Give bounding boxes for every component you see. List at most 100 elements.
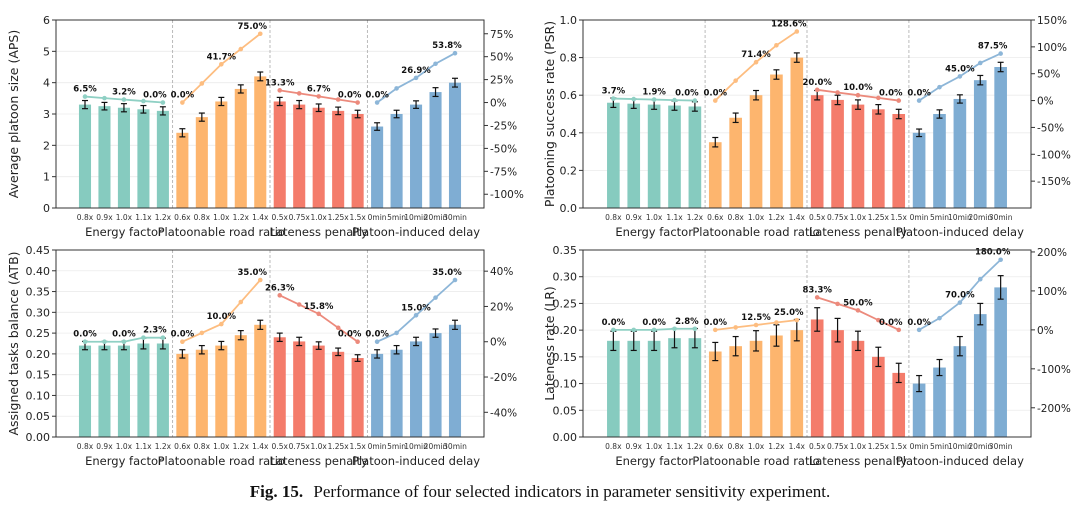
x-tick-label: 1.2x (687, 442, 704, 451)
pct-point (355, 100, 360, 105)
y-tick-label: 0.45 (26, 244, 51, 257)
x-tick-label: 1.5x (891, 442, 908, 451)
bar (195, 117, 208, 208)
bar (647, 104, 661, 208)
pct-point (121, 97, 127, 102)
pct-label: 15.8% (304, 302, 334, 312)
bar (448, 324, 462, 437)
x-tick-label: 1.0x (213, 213, 230, 222)
chart-lr: 0.00 0.05 0.10 0.15 0.20 0.25 0.30 0.35 -200% -10… (542, 244, 1071, 468)
x-tick-label: 1.25x (868, 213, 890, 222)
pct-label: 35.0% (238, 268, 268, 278)
pct-point (277, 293, 283, 298)
pct-label: 128.6% (771, 19, 807, 29)
x-tick-label: 1.0x (116, 442, 133, 451)
x-tick-label: 0.8x (77, 442, 94, 451)
pct-point (335, 97, 341, 102)
y2-tick-label: -20% (490, 372, 517, 384)
bar (668, 338, 681, 437)
bar (627, 340, 641, 437)
pct-point (855, 92, 861, 98)
x-tick-label: 1.0x (213, 442, 230, 451)
bar (729, 346, 742, 437)
bar (137, 109, 150, 208)
pct-label: 25.0% (774, 308, 804, 318)
bar (98, 345, 111, 437)
y2-tick-label: -100% (1037, 364, 1071, 376)
x-tick-label: 1.0x (116, 213, 133, 222)
pct-point (102, 95, 107, 101)
x-tick-label: 20min (968, 442, 992, 451)
pct-label: 1.9% (642, 88, 666, 98)
pct-label: 0.0% (703, 89, 727, 99)
x-tick-label: 1.0x (850, 213, 867, 222)
pct-point (180, 339, 185, 345)
y2-tick-label: 0% (490, 98, 507, 110)
y2-tick-label: 200% (1037, 247, 1067, 259)
bar (78, 345, 92, 437)
pct-point (180, 100, 185, 105)
bar (448, 82, 462, 208)
pct-label: 0.0% (73, 330, 97, 340)
pct-point (977, 276, 983, 282)
bar (137, 343, 150, 437)
x-tick-label: 0.75x (827, 442, 849, 451)
y-tick-label: 0.05 (26, 410, 51, 423)
y2-tick-label: 100% (1037, 42, 1067, 54)
bar (708, 351, 722, 437)
y-axis-label: Lateness rate (LR) (542, 286, 557, 401)
pct-point (712, 327, 718, 333)
x-tick-label: 0.8x (605, 442, 622, 451)
pct-label: 15.0% (401, 303, 431, 313)
bar (332, 351, 345, 437)
bar (933, 114, 946, 208)
y2-tick-label: -25% (490, 120, 517, 132)
y2-tick-label: 100% (1037, 286, 1067, 298)
pct-label: 180.0% (975, 248, 1011, 258)
plot-frame (55, 249, 485, 438)
bar (912, 383, 926, 437)
y-tick-label: 0.00 (553, 431, 578, 444)
pct-label: 2.8% (675, 317, 699, 327)
pct-point (876, 317, 881, 323)
bar (953, 98, 967, 208)
y-tick-label: 0.10 (553, 378, 578, 391)
group-label: Energy factor (85, 454, 163, 468)
pct-point (998, 257, 1003, 263)
y-tick-label: 0.35 (26, 286, 51, 299)
x-tick-label: 0.8x (727, 213, 744, 222)
bar (708, 142, 722, 208)
pct-point (631, 96, 637, 102)
bar (410, 104, 423, 208)
x-tick-label: 1.2x (233, 442, 250, 451)
x-tick-label: 0.6x (707, 442, 724, 451)
pct-point (814, 87, 820, 93)
pct-point (199, 81, 205, 86)
pct-point (937, 315, 942, 321)
bar (429, 333, 442, 437)
bar (973, 80, 987, 208)
pct-label: 26.3% (265, 283, 295, 293)
x-tick-label: 1.4x (789, 442, 806, 451)
pct-point (896, 98, 902, 103)
x-tick-label: 0.9x (626, 213, 643, 222)
pct-point (335, 325, 341, 331)
bar (770, 74, 783, 209)
group-label: Lateness penalty (809, 454, 907, 468)
group-label: Energy factor (85, 225, 163, 239)
pct-point (916, 327, 922, 333)
x-tick-label: 1.4x (252, 213, 269, 222)
group-label: Platoonable road ratio (692, 454, 819, 468)
x-tick-label: 1.0x (748, 442, 765, 451)
pct-point (692, 98, 698, 103)
y2-tick-label: 20% (490, 301, 513, 313)
pct-label: 0.0% (602, 318, 626, 328)
pct-label: 87.5% (978, 42, 1008, 52)
group-label: Lateness penalty (809, 225, 907, 239)
y2-tick-label: -50% (1037, 122, 1064, 134)
bar (790, 330, 804, 437)
bar (688, 106, 702, 208)
x-tick-label: 1.4x (789, 213, 806, 222)
pct-label: 6.7% (307, 84, 331, 94)
pct-label: 75.0% (238, 22, 268, 32)
